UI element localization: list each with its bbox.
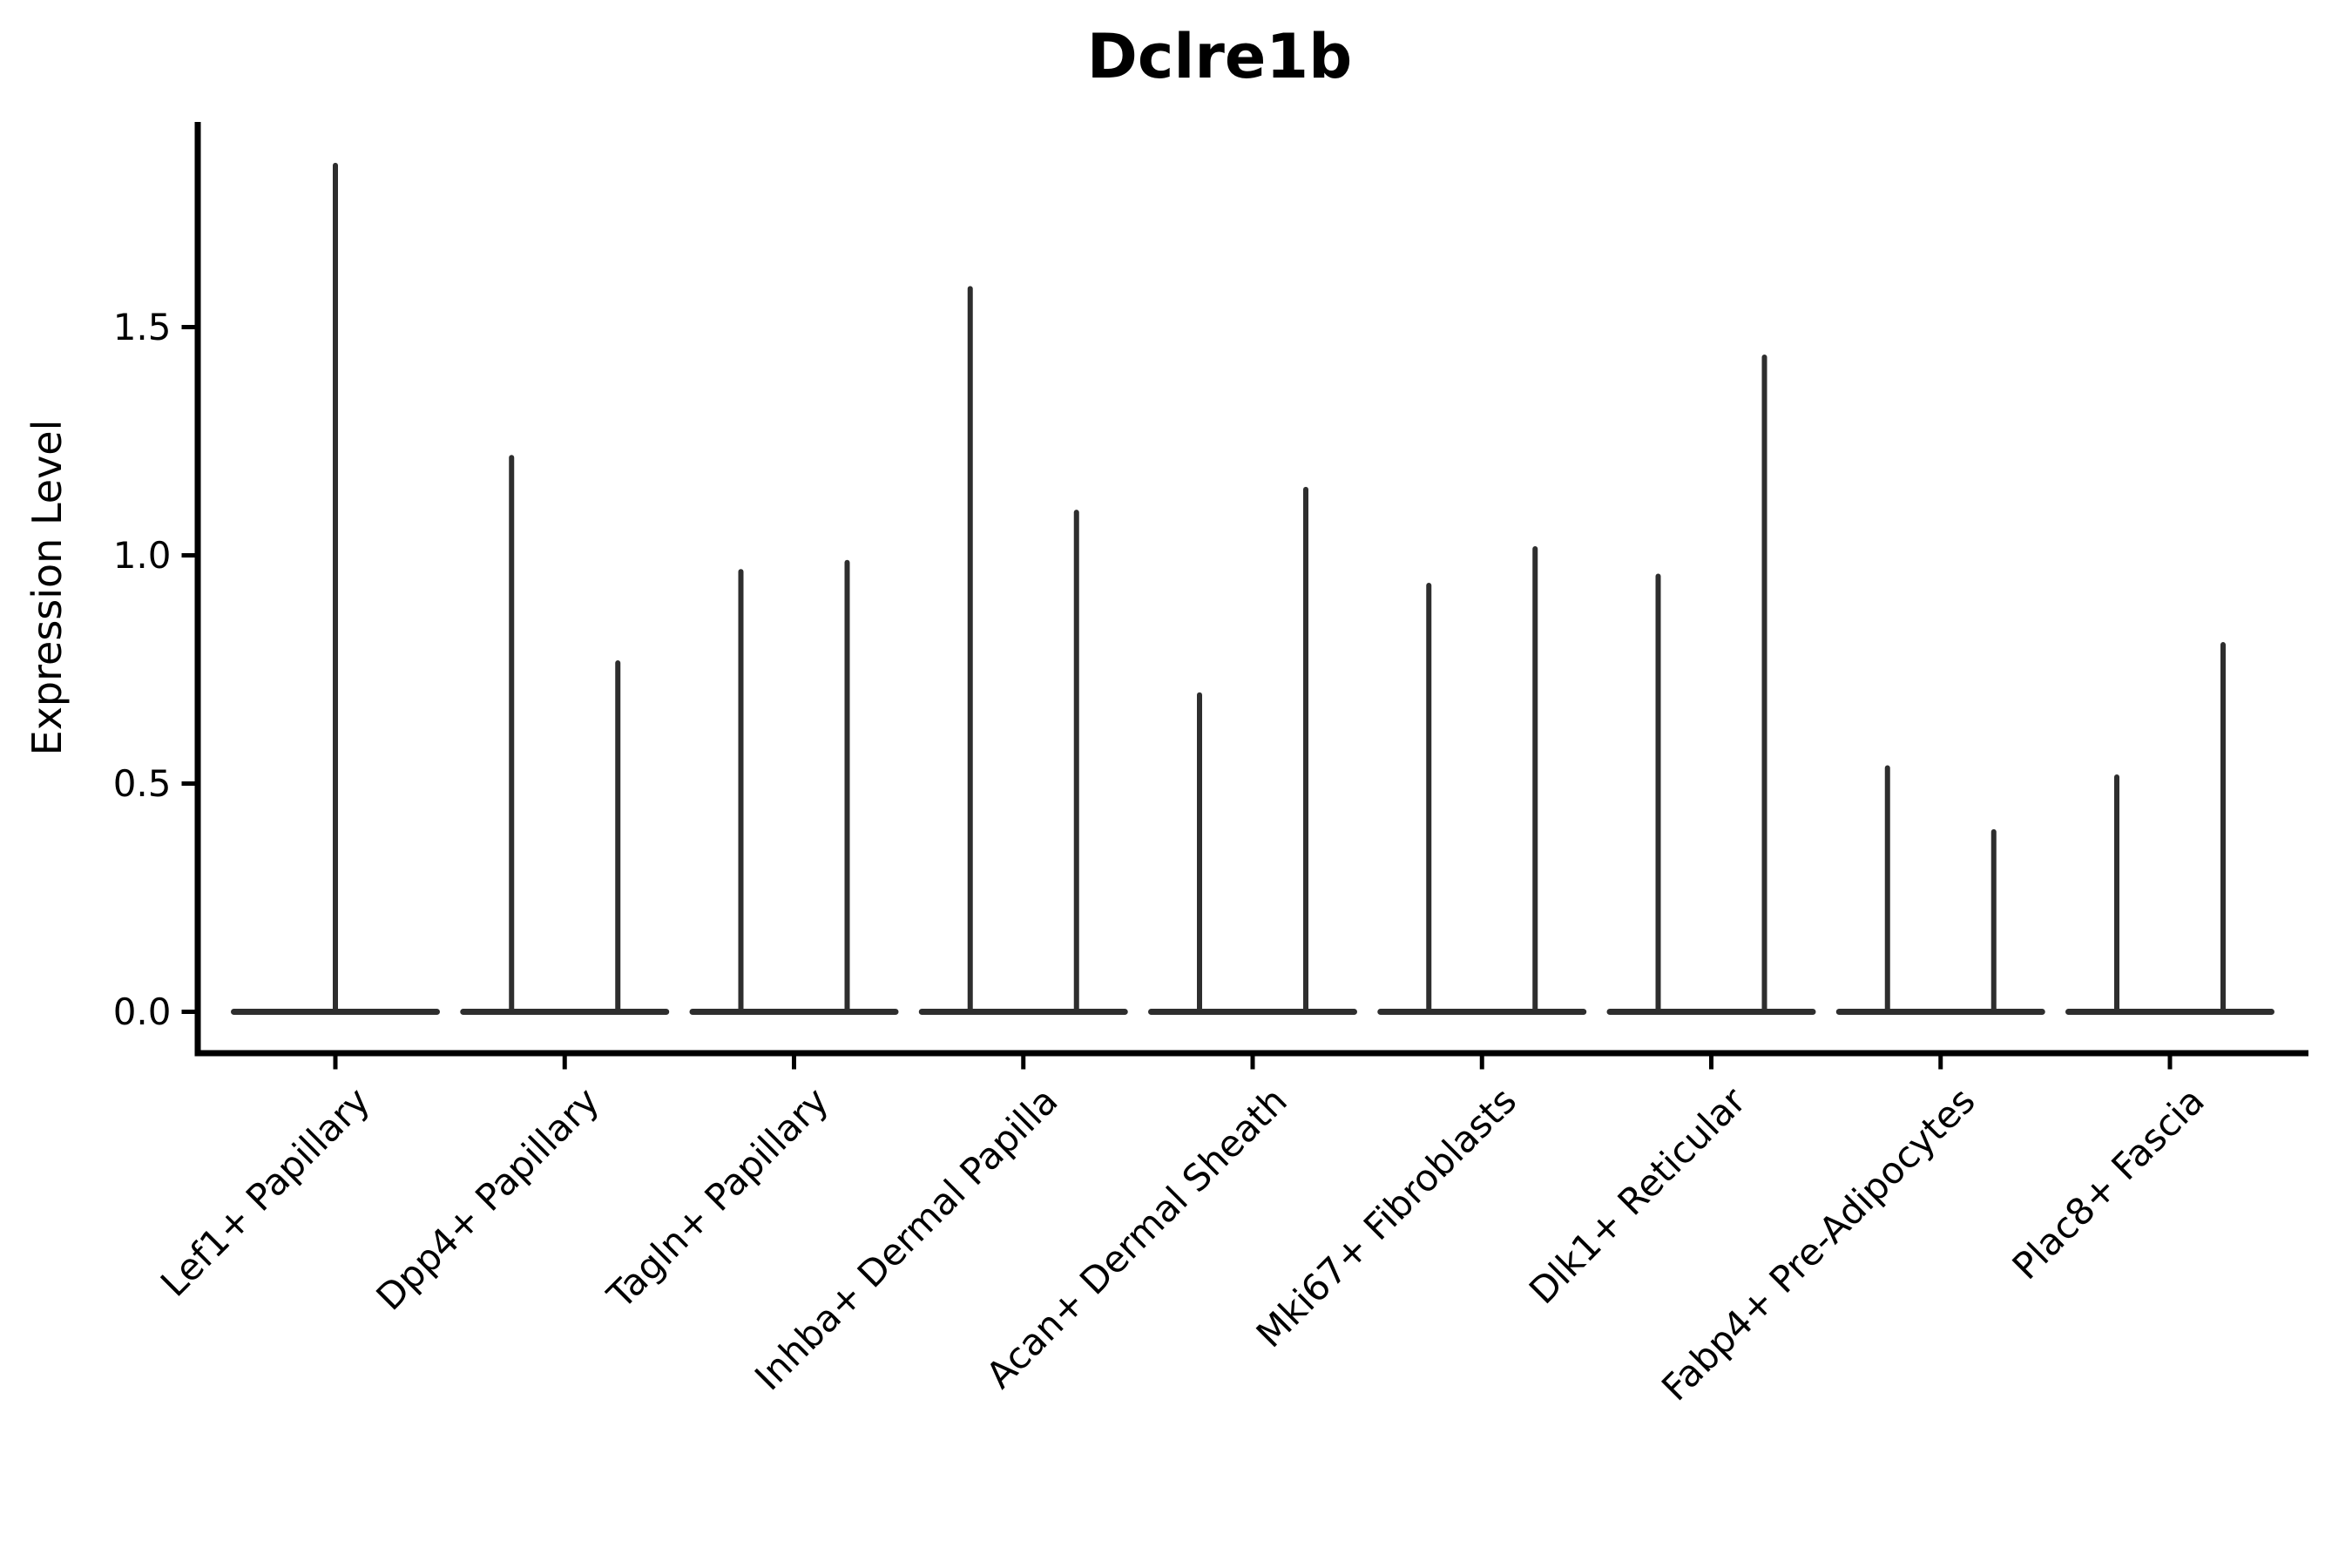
y-tick-label: 0.0 [113,990,172,1033]
violin-spike [1197,692,1202,1015]
violin-spike [1426,582,1432,1015]
violin-group [1835,765,2045,1015]
y-axis-label: Expression Level [24,420,71,756]
violin-base [2065,1009,2274,1015]
violin-group [1148,486,1357,1015]
violin-spike [1073,510,1079,1015]
violin-group [1377,546,1587,1015]
x-tick-label: Tagln+ Papillary [598,1079,836,1317]
violin-spike [2114,774,2119,1015]
violin-group [1606,354,1816,1015]
chart-title: Dclre1b [1086,21,1353,92]
x-tick-label: Dlk1+ Reticular [1521,1078,1754,1312]
y-tick-label: 1.5 [113,306,172,348]
violin-spike [1761,354,1767,1015]
violin-base [1835,1009,2045,1015]
violin-spike [738,569,744,1015]
violin-spike [1655,573,1661,1015]
violin-spike [509,455,515,1015]
violin-base [460,1009,670,1015]
violin-spike [1884,765,1890,1015]
violin-spike [967,286,973,1016]
x-tick-label: Dpp4+ Papillary [368,1079,607,1319]
x-tick-label: Plac8+ Fascia [2004,1079,2213,1288]
violin-spike [333,162,338,1016]
violin-spike [844,559,850,1015]
violin-spike [615,660,621,1015]
violin-base [1606,1009,1816,1015]
violin-spike [1990,828,1997,1015]
violin-base [918,1009,1128,1015]
violin-spike [2220,642,2226,1015]
violin-group [918,286,1128,1016]
violin-base [1148,1009,1357,1015]
violin-group [2065,642,2274,1015]
violin-group [689,559,899,1015]
violin-group [460,455,670,1015]
x-tick-label: Mki67+ Fibroblasts [1248,1079,1524,1355]
violin-base [689,1009,899,1015]
x-tick-label: Lef1+ Papillary [152,1079,378,1305]
violin-spike [1532,546,1538,1015]
y-tick-label: 0.5 [113,762,172,805]
violin-base [1377,1009,1587,1015]
violin-spike [1303,486,1308,1015]
violin-group [231,162,440,1016]
y-tick-label: 1.0 [113,534,172,577]
